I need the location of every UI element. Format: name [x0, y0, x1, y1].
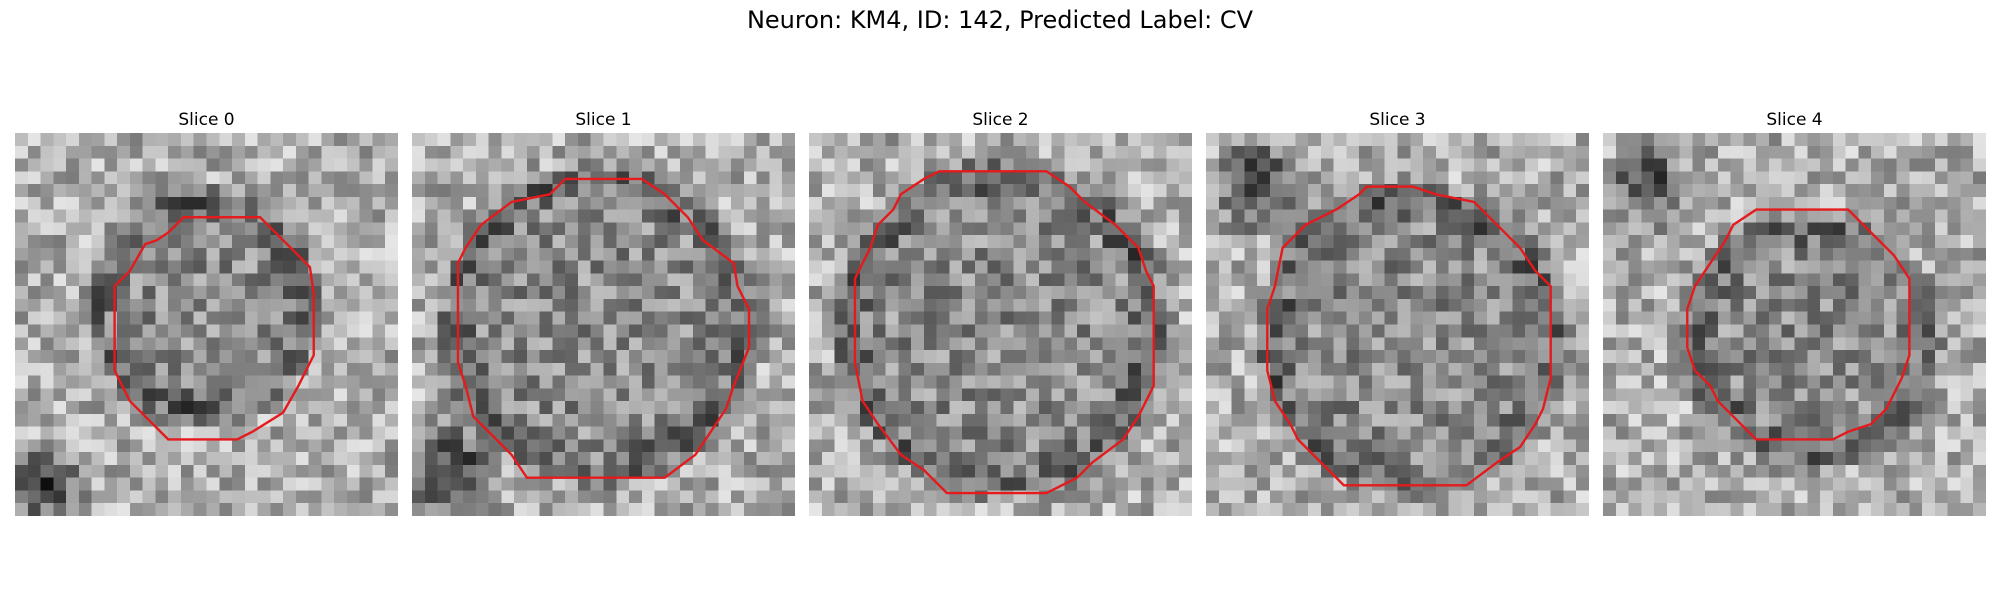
slice-image-0 [15, 133, 398, 516]
contour-overlay-2 [809, 133, 1192, 516]
slice-image-3 [1206, 133, 1589, 516]
contour-line-3 [1267, 187, 1550, 486]
figure-title: Neuron: KM4, ID: 142, Predicted Label: C… [746, 6, 1254, 34]
slice-title-1: Slice 1 [575, 110, 632, 130]
contour-line-2 [855, 171, 1154, 493]
slice-title-2: Slice 2 [972, 110, 1029, 130]
slice-image-4 [1603, 133, 1986, 516]
contour-line-0 [115, 217, 314, 439]
slice-title-0: Slice 0 [178, 110, 235, 130]
slice-title-3: Slice 3 [1369, 110, 1426, 130]
contour-overlay-3 [1206, 133, 1589, 516]
contour-overlay-4 [1603, 133, 1986, 516]
contour-line-1 [458, 179, 749, 478]
slice-title-4: Slice 4 [1766, 110, 1823, 130]
slice-image-1 [412, 133, 795, 516]
contour-overlay-0 [15, 133, 398, 516]
contour-line-4 [1687, 210, 1909, 440]
contour-overlay-1 [412, 133, 795, 516]
slice-image-2 [809, 133, 1192, 516]
